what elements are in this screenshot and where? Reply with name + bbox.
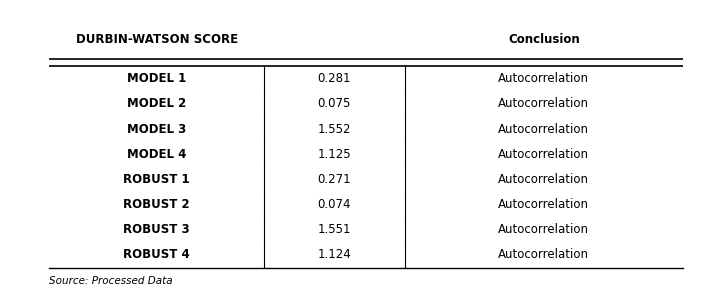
Text: MODEL 4: MODEL 4 <box>127 148 187 161</box>
Text: DURBIN-WATSON SCORE: DURBIN-WATSON SCORE <box>75 33 238 46</box>
Text: ROBUST 3: ROBUST 3 <box>123 223 190 236</box>
Text: Source: Processed Data: Source: Processed Data <box>49 276 173 286</box>
Text: Autocorrelation: Autocorrelation <box>498 97 589 111</box>
Text: ROBUST 1: ROBUST 1 <box>123 173 190 186</box>
Text: 1.125: 1.125 <box>318 148 351 161</box>
Text: ROBUST 2: ROBUST 2 <box>123 198 190 211</box>
Text: 0.074: 0.074 <box>318 198 351 211</box>
Text: Autocorrelation: Autocorrelation <box>498 173 589 186</box>
Text: MODEL 3: MODEL 3 <box>127 123 187 136</box>
Text: 0.281: 0.281 <box>318 72 351 85</box>
Text: Autocorrelation: Autocorrelation <box>498 123 589 136</box>
Text: 1.552: 1.552 <box>318 123 351 136</box>
Text: MODEL 1: MODEL 1 <box>127 72 187 85</box>
Text: ROBUST 4: ROBUST 4 <box>123 248 190 261</box>
Text: Conclusion: Conclusion <box>508 33 579 46</box>
Text: 1.124: 1.124 <box>318 248 351 261</box>
Text: Autocorrelation: Autocorrelation <box>498 223 589 236</box>
Text: Autocorrelation: Autocorrelation <box>498 148 589 161</box>
Text: Autocorrelation: Autocorrelation <box>498 248 589 261</box>
Text: 0.075: 0.075 <box>318 97 351 111</box>
Text: Autocorrelation: Autocorrelation <box>498 72 589 85</box>
Text: MODEL 2: MODEL 2 <box>127 97 187 111</box>
Text: 0.271: 0.271 <box>318 173 351 186</box>
Text: Autocorrelation: Autocorrelation <box>498 198 589 211</box>
Text: 1.551: 1.551 <box>318 223 351 236</box>
